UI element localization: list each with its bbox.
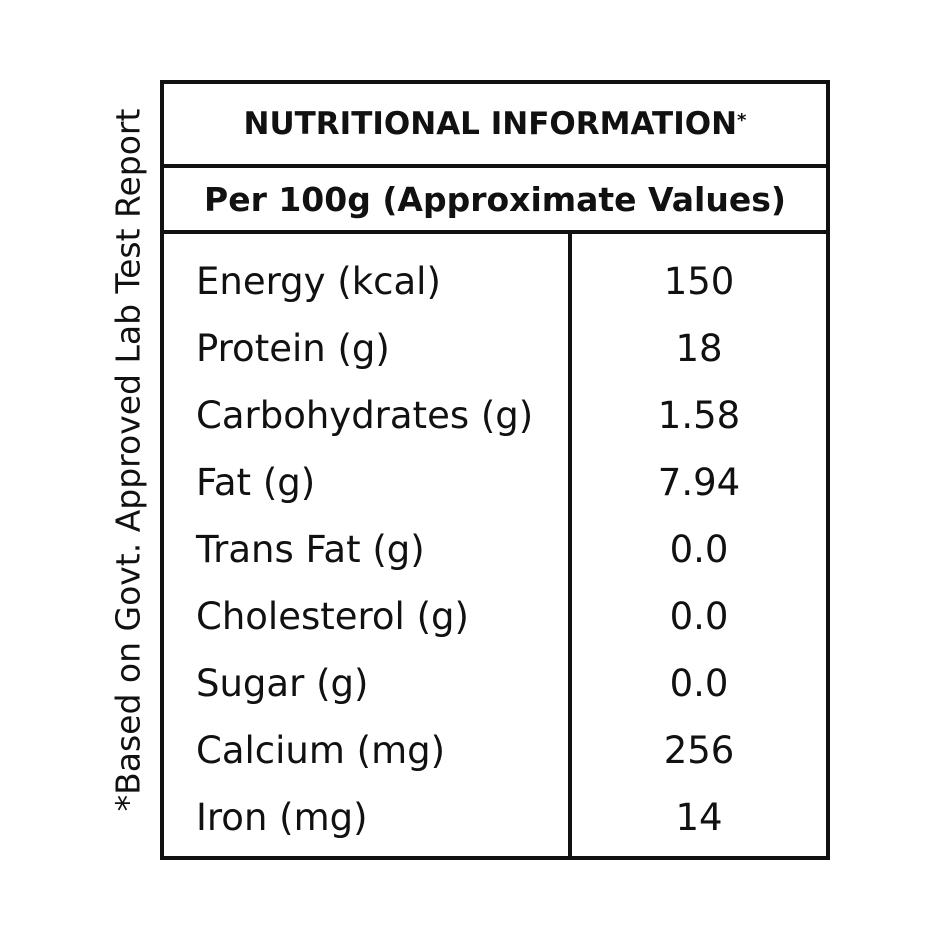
nutrient-value: 18 [675, 327, 723, 370]
nutrient-name: Fat (g) [196, 461, 316, 504]
table-row: Protein (g) 18 [164, 315, 826, 382]
table-body: Energy (kcal) 150 Protein (g) 18 Carbohydrat… [164, 234, 826, 856]
nutrient-value: 0.0 [669, 528, 729, 571]
nutrient-value: 14 [675, 796, 723, 839]
nutrient-name: Trans Fat (g) [196, 528, 425, 571]
table-row: Fat (g) 7.94 [164, 449, 826, 516]
table-title-cell: NUTRITIONAL INFORMATION * [164, 84, 826, 168]
column-divider [568, 234, 572, 856]
nutrient-name: Protein (g) [196, 327, 390, 370]
table-row: Energy (kcal) 150 [164, 248, 826, 315]
nutrient-value: 0.0 [669, 662, 729, 705]
table-row: Calcium (mg) 256 [164, 717, 826, 784]
nutrient-value: 256 [663, 729, 735, 772]
title-mark: * [737, 109, 747, 131]
nutrient-name: Energy (kcal) [196, 260, 441, 303]
table-title: NUTRITIONAL INFORMATION [243, 106, 738, 142]
nutrient-value: 0.0 [669, 595, 729, 638]
table-row: Iron (mg) 14 [164, 784, 826, 851]
nutrient-name: Iron (mg) [196, 796, 368, 839]
nutrient-name: Carbohydrates (g) [196, 394, 534, 437]
nutrient-value: 1.58 [657, 394, 741, 437]
table-row: Sugar (g) 0.0 [164, 650, 826, 717]
nutrient-name: Cholesterol (g) [196, 595, 469, 638]
nutrient-name: Sugar (g) [196, 662, 369, 705]
table-row: Cholesterol (g) 0.0 [164, 583, 826, 650]
nutrient-value: 150 [663, 260, 735, 303]
table-row: Trans Fat (g) 0.0 [164, 516, 826, 583]
table-row: Carbohydrates (g) 1.58 [164, 382, 826, 449]
side-note: *Based on Govt. Approved Lab Test Report [108, 108, 148, 812]
table-subtitle: Per 100g (Approximate Values) [164, 168, 826, 234]
nutrition-table: NUTRITIONAL INFORMATION * Per 100g (Appro… [160, 80, 830, 860]
nutrient-name: Calcium (mg) [196, 729, 446, 772]
nutrient-value: 7.94 [657, 461, 741, 504]
